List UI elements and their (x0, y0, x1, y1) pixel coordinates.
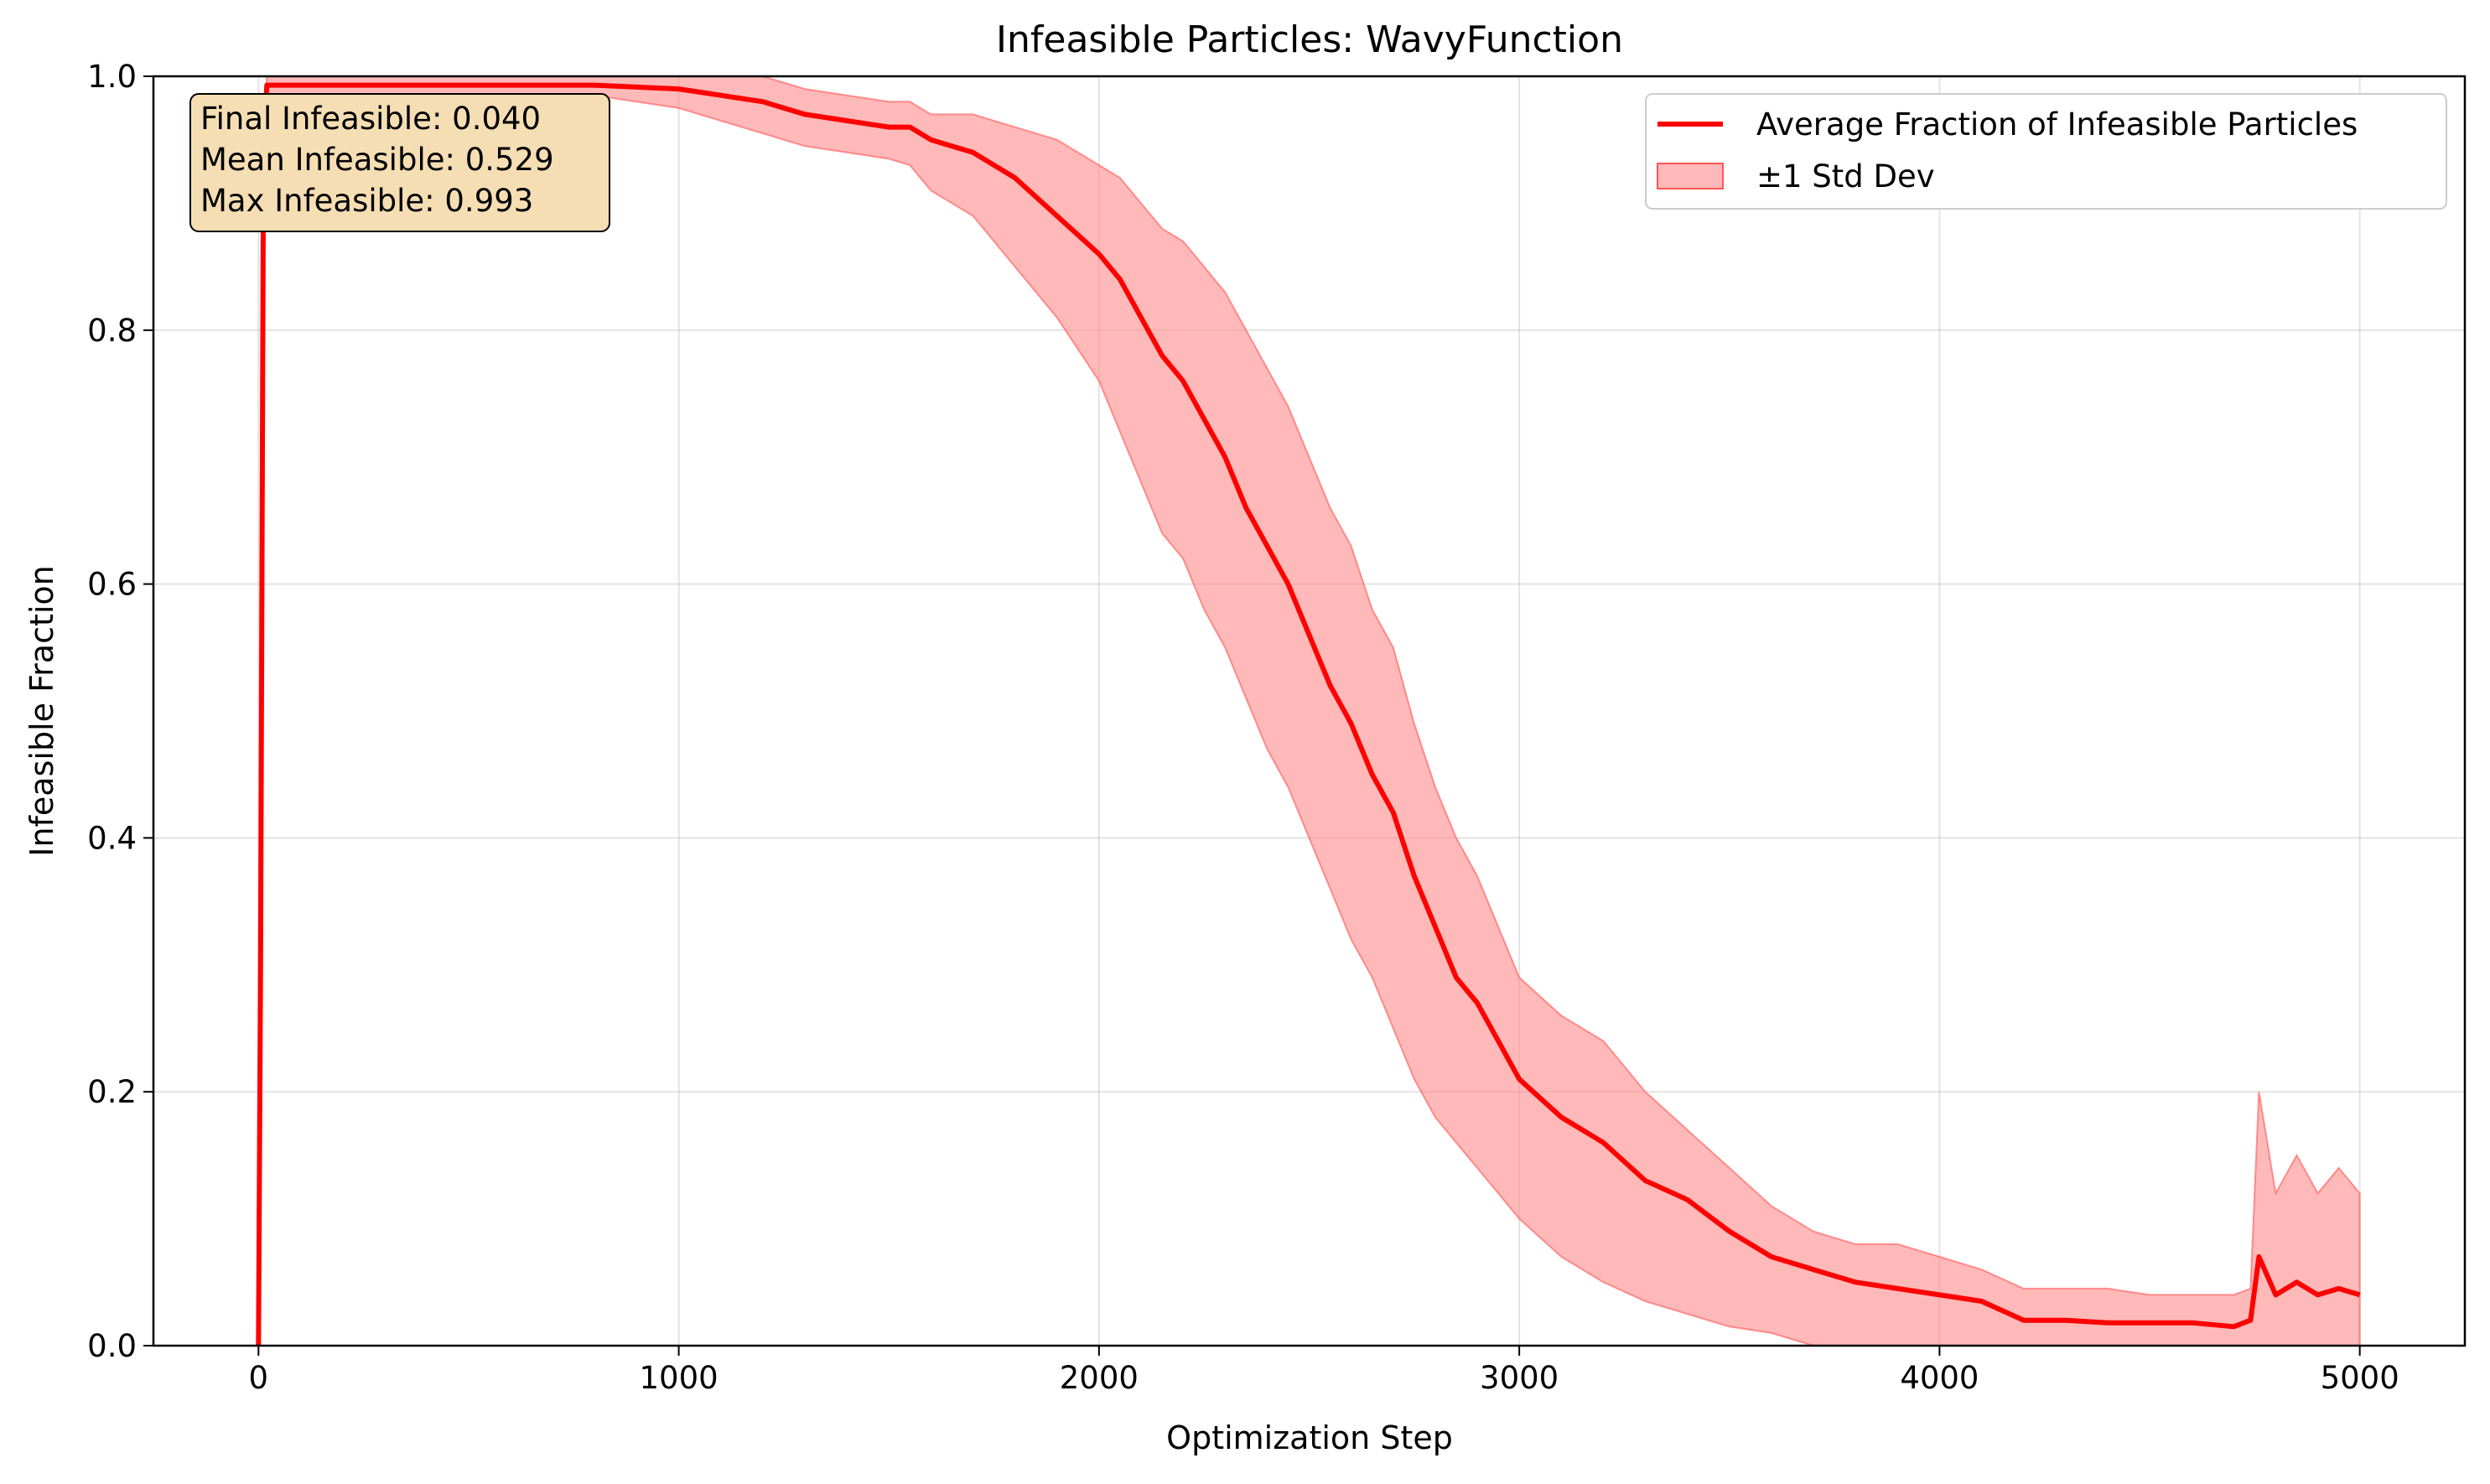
y-tick-label: 1.0 (87, 59, 137, 95)
plot-frame (152, 75, 2467, 1347)
y-tick-label: 0.4 (87, 820, 137, 856)
y-tick-label: 0.0 (87, 1328, 137, 1364)
x-tick-label: 3000 (1480, 1360, 1559, 1396)
legend-label-average: Average Fraction of Infeasible Particles (1756, 106, 2358, 143)
chart-title: Infeasible Particles: WavyFunction (996, 18, 1623, 61)
y-tick-label: 0.2 (87, 1074, 137, 1110)
legend-box (1645, 93, 2447, 210)
y-axis-label: Infeasible Fraction (23, 565, 60, 857)
average-line (256, 82, 2361, 1346)
stats-annotation: Final Infeasible: 0.040 Mean Infeasible:… (189, 93, 610, 232)
std-dev-band-area (257, 75, 2361, 1346)
stats-mean-infeasible: Mean Infeasible: 0.529 (200, 142, 554, 178)
std-dev-band (257, 75, 2361, 1346)
x-tick-label: 2000 (1060, 1360, 1139, 1396)
legend-band-swatch (1657, 163, 1724, 189)
stats-max-infeasible: Max Infeasible: 0.993 (200, 183, 533, 219)
x-tick-label: 4000 (1900, 1360, 1979, 1396)
y-tick-label: 0.6 (87, 567, 137, 603)
y-tick-label: 0.8 (87, 313, 137, 349)
y-axis-ticks: 0.0 0.2 0.4 0.6 0.8 1.0 (87, 59, 153, 1364)
stats-final-infeasible: Final Infeasible: 0.040 (200, 101, 541, 137)
legend-label-std-dev: ±1 Std Dev (1756, 158, 1935, 195)
average-fraction-line (256, 82, 2361, 1346)
x-tick-label: 5000 (2321, 1360, 2399, 1396)
stats-annotation-box (189, 93, 610, 232)
x-axis-ticks: 0 1000 2000 3000 4000 5000 (249, 1346, 2399, 1396)
x-tick-label: 0 (249, 1360, 269, 1396)
x-axis-label: Optimization Step (1166, 1419, 1453, 1456)
legend: Average Fraction of Infeasible Particles… (1645, 93, 2447, 210)
x-tick-label: 1000 (640, 1360, 718, 1396)
